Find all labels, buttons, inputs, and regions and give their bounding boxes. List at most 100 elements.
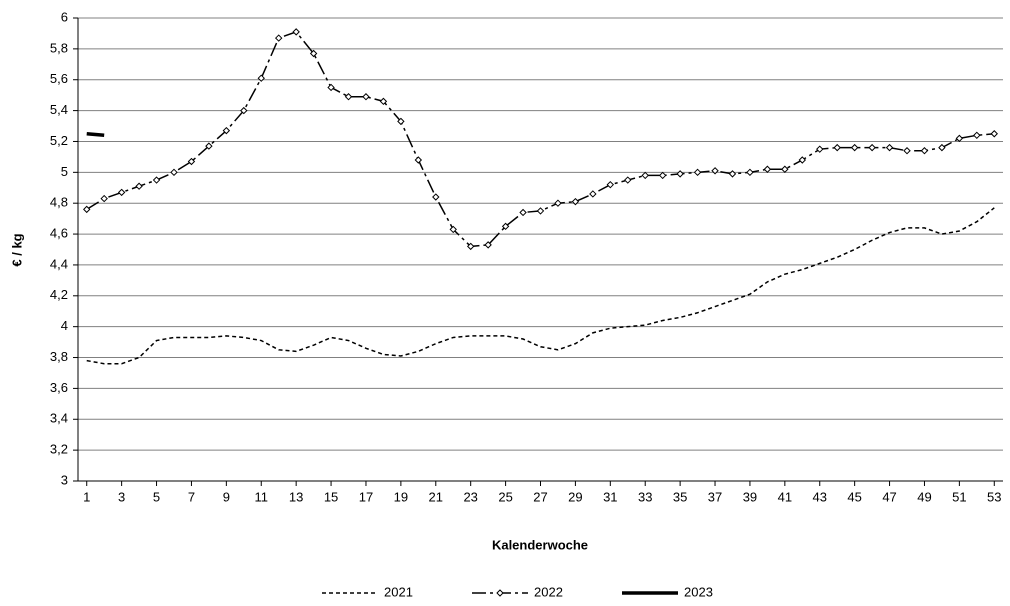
point-marker <box>763 165 772 173</box>
x-tick-label: 45 <box>847 489 861 504</box>
legend-label: 2022 <box>534 584 563 599</box>
x-axis-label: Kalenderwoche <box>492 537 588 552</box>
point-marker <box>728 170 737 178</box>
series-line <box>86 132 105 138</box>
x-tick-label: 7 <box>188 489 195 504</box>
x-tick-label: 29 <box>568 489 582 504</box>
x-tick-label: 51 <box>952 489 966 504</box>
x-tick-label: 33 <box>638 489 652 504</box>
point-marker <box>641 171 649 180</box>
x-tick-label: 21 <box>429 489 443 504</box>
x-tick-label: 53 <box>987 489 1001 504</box>
y-tick-label: 3 <box>61 472 68 487</box>
x-tick-label: 19 <box>394 489 408 504</box>
point-marker <box>955 134 964 143</box>
point-marker <box>100 194 108 203</box>
point-marker <box>850 143 859 152</box>
point-marker <box>152 176 161 184</box>
point-marker <box>973 131 981 140</box>
point-marker <box>309 49 318 58</box>
point-marker <box>606 180 615 189</box>
x-tick-label: 15 <box>324 489 338 504</box>
point-marker <box>833 143 841 152</box>
x-tick-label: 17 <box>359 489 373 504</box>
x-tick-label: 27 <box>533 489 547 504</box>
point-marker <box>711 167 719 175</box>
legend-marker <box>496 589 504 597</box>
x-tick-label: 43 <box>813 489 827 504</box>
y-tick-label: 3,8 <box>50 349 68 364</box>
point-marker <box>135 182 143 190</box>
x-tick-label: 39 <box>743 489 757 504</box>
y-tick-label: 5,8 <box>50 40 68 55</box>
point-marker <box>240 106 248 115</box>
y-tick-label: 5 <box>61 164 68 179</box>
point-marker <box>205 142 213 150</box>
x-tick-label: 11 <box>255 489 269 504</box>
point-marker <box>484 241 492 249</box>
y-tick-label: 4 <box>61 318 68 333</box>
point-marker <box>257 74 265 82</box>
point-marker <box>990 130 998 138</box>
x-tick-label: 23 <box>463 489 477 504</box>
x-tick-label: 47 <box>882 489 896 504</box>
point-marker <box>903 147 911 155</box>
point-marker <box>466 242 475 251</box>
y-tick-label: 4,6 <box>50 226 68 241</box>
x-tick-label: 5 <box>153 489 160 504</box>
point-marker <box>83 205 91 214</box>
legend-label: 2021 <box>384 584 413 599</box>
point-marker <box>414 156 423 164</box>
y-tick-label: 6 <box>61 9 68 24</box>
point-marker <box>344 93 353 101</box>
y-tick-label: 4,8 <box>50 195 68 210</box>
point-marker <box>658 171 667 180</box>
x-tick-label: 13 <box>289 489 303 504</box>
x-tick-label: 31 <box>603 489 617 504</box>
point-marker <box>379 97 388 106</box>
series-line <box>86 207 995 365</box>
point-marker <box>885 143 894 152</box>
x-tick-label: 35 <box>673 489 687 504</box>
point-marker <box>327 83 335 92</box>
point-marker <box>501 222 510 231</box>
point-marker <box>571 197 580 206</box>
x-tick-label: 1 <box>83 489 90 504</box>
y-tick-label: 3,2 <box>50 442 68 457</box>
point-marker <box>449 225 457 234</box>
y-axis-label: € / kg <box>9 233 24 266</box>
point-marker <box>117 188 126 197</box>
point-marker <box>798 156 806 164</box>
y-tick-label: 4,4 <box>50 256 68 271</box>
point-marker <box>170 168 178 177</box>
point-marker <box>868 143 876 152</box>
y-tick-label: 5,4 <box>50 102 68 117</box>
point-marker <box>432 193 440 201</box>
point-marker <box>589 190 597 198</box>
x-tick-label: 37 <box>708 489 722 504</box>
point-marker <box>554 199 562 207</box>
point-marker <box>816 145 824 153</box>
y-tick-label: 5,2 <box>50 133 68 148</box>
point-marker <box>536 207 545 215</box>
legend-label: 2023 <box>684 584 713 599</box>
point-marker <box>362 93 370 101</box>
x-tick-label: 3 <box>118 489 125 504</box>
point-marker <box>187 157 196 166</box>
point-marker <box>292 28 300 36</box>
x-tick-label: 41 <box>778 489 792 504</box>
point-marker <box>275 34 283 42</box>
x-tick-label: 49 <box>917 489 931 504</box>
x-tick-label: 25 <box>498 489 512 504</box>
y-tick-label: 4,2 <box>50 287 68 302</box>
point-marker <box>920 147 929 155</box>
point-marker <box>222 126 231 135</box>
y-tick-label: 3,6 <box>50 380 68 395</box>
x-tick-label: 9 <box>223 489 230 504</box>
y-tick-label: 5,6 <box>50 71 68 86</box>
point-marker <box>624 176 632 184</box>
point-marker <box>938 143 946 152</box>
point-marker <box>781 165 789 173</box>
point-marker <box>397 117 405 126</box>
